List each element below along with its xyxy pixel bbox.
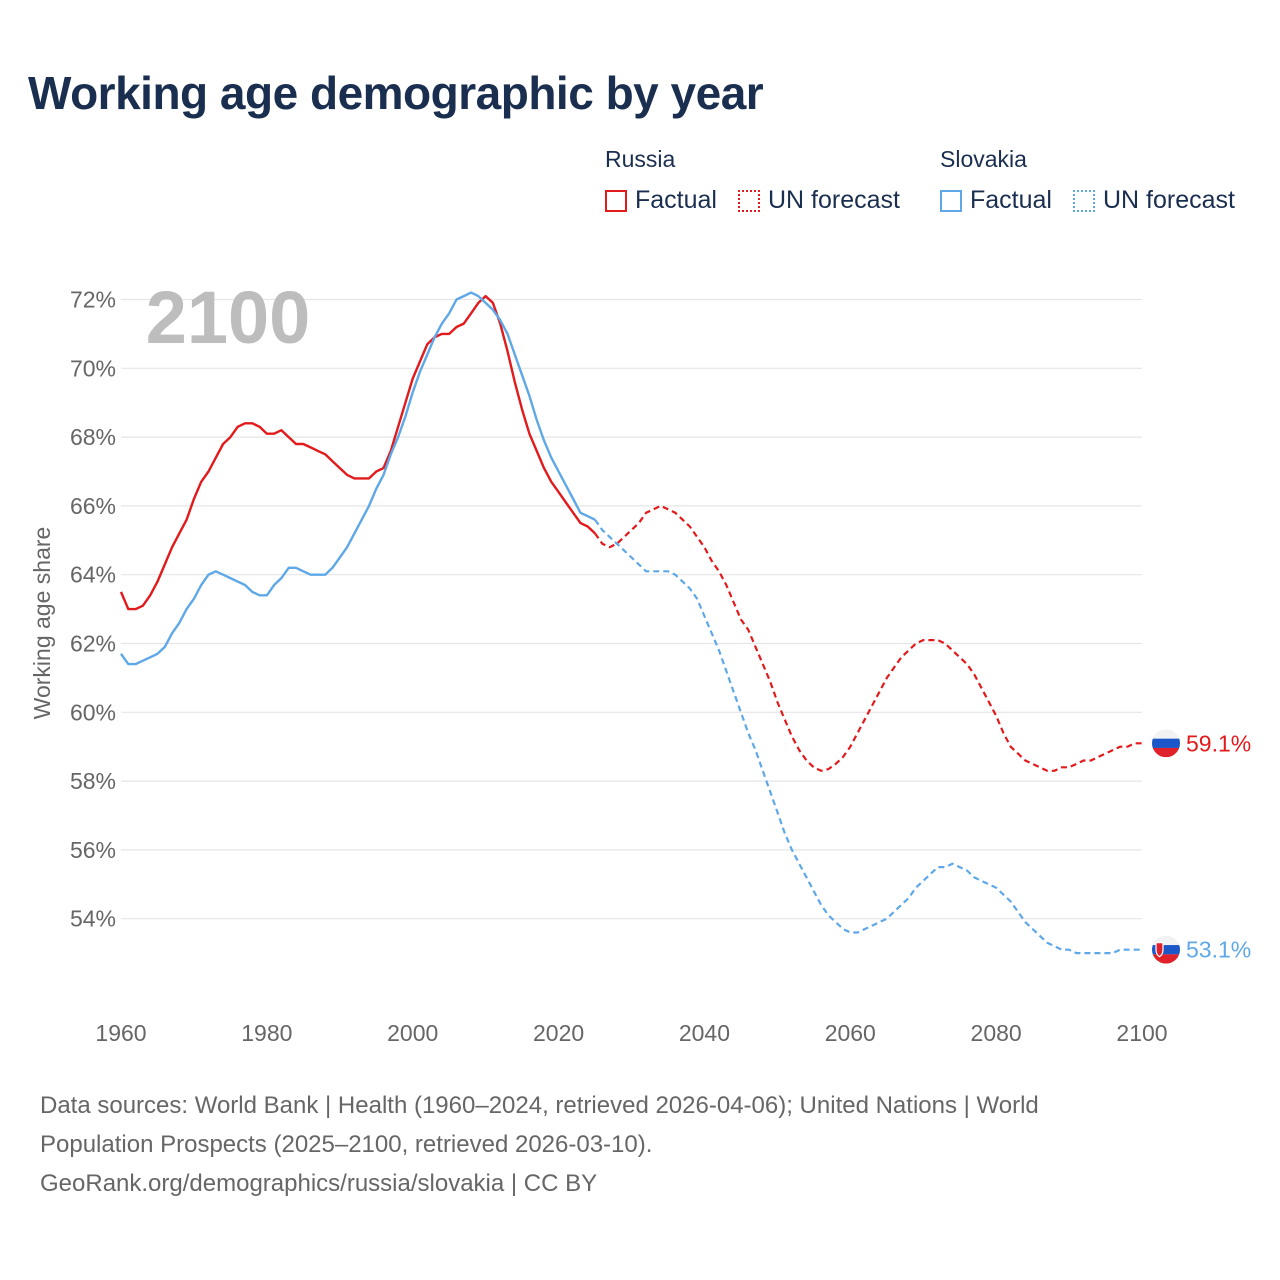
x-tick-label: 2000 bbox=[387, 1020, 438, 1046]
y-tick-label: 72% bbox=[70, 287, 116, 313]
flag-slovakia-icon bbox=[1152, 935, 1180, 964]
legend-russia-factual[interactable]: Factual bbox=[605, 186, 717, 215]
series-line-russia-factual[interactable] bbox=[119, 294, 596, 611]
y-tick-label: 56% bbox=[70, 837, 116, 863]
legend-label: UN forecast bbox=[1103, 186, 1235, 214]
chart-title: Working age demographic by year bbox=[28, 67, 764, 119]
footer-sources-line2: Population Prospects (2025–2100, retriev… bbox=[40, 1131, 653, 1158]
x-axis: 1960 1980 2000 2020 2040 2060 2080 2100 bbox=[95, 1020, 1167, 1046]
x-tick-label: 1980 bbox=[241, 1020, 292, 1046]
legend-label: Factual bbox=[970, 186, 1052, 214]
series-line-slovakia-forecast[interactable] bbox=[594, 519, 1142, 955]
legend-swatch-russia-forecast bbox=[738, 189, 760, 212]
footer-sources-line1: Data sources: World Bank | Health (1960–… bbox=[40, 1092, 1039, 1119]
series-line-russia-forecast[interactable] bbox=[594, 504, 1142, 772]
footer-attribution[interactable]: GeoRank.org/demographics/russia/slovakia… bbox=[40, 1170, 598, 1197]
end-value-label-slovakia: 53.1% bbox=[1186, 937, 1251, 963]
series-group bbox=[119, 291, 1142, 955]
legend-label: Factual bbox=[635, 186, 717, 214]
y-tick-label: 58% bbox=[70, 768, 116, 794]
legend-swatch-russia-factual bbox=[605, 189, 627, 212]
x-tick-label: 1960 bbox=[95, 1020, 146, 1046]
y-axis-label: Working age share bbox=[29, 527, 55, 720]
x-tick-label: 2060 bbox=[825, 1020, 876, 1046]
y-tick-label: 66% bbox=[70, 493, 116, 519]
legend-russia-forecast[interactable]: UN forecast bbox=[738, 186, 900, 215]
y-tick-label: 54% bbox=[70, 906, 116, 932]
y-axis: 54% 56% 58% 60% 62% 64% 66% 68% 70% 72% bbox=[70, 287, 116, 932]
y-tick-label: 62% bbox=[70, 631, 116, 657]
x-tick-label: 2020 bbox=[533, 1020, 584, 1046]
legend-slovakia-factual[interactable]: Factual bbox=[940, 186, 1052, 215]
y-tick-label: 60% bbox=[70, 699, 116, 725]
legend-group-russia: Russia bbox=[605, 146, 676, 172]
legend-label: UN forecast bbox=[768, 186, 900, 214]
legend-swatch-slovakia-forecast bbox=[1073, 189, 1095, 212]
y-tick-label: 64% bbox=[70, 562, 116, 588]
x-tick-label: 2040 bbox=[679, 1020, 730, 1046]
year-watermark: 2100 bbox=[146, 276, 311, 359]
series-line-slovakia-factual[interactable] bbox=[120, 291, 596, 666]
footer: Data sources: World Bank | Health (1960–… bbox=[40, 1086, 1240, 1203]
end-value-label-russia: 59.1% bbox=[1186, 730, 1251, 756]
end-markers: 59.1% 53.1% bbox=[1152, 729, 1251, 964]
x-tick-label: 2080 bbox=[971, 1020, 1022, 1046]
legend-group-slovakia: Slovakia bbox=[940, 146, 1027, 172]
y-tick-label: 68% bbox=[70, 424, 116, 450]
y-tick-label: 70% bbox=[70, 355, 116, 381]
x-tick-label: 2100 bbox=[1116, 1020, 1167, 1046]
legend-slovakia-forecast[interactable]: UN forecast bbox=[1073, 186, 1235, 215]
flag-russia-icon bbox=[1152, 729, 1180, 758]
legend-swatch-slovakia-factual bbox=[940, 189, 962, 212]
gridlines bbox=[121, 298, 1142, 920]
